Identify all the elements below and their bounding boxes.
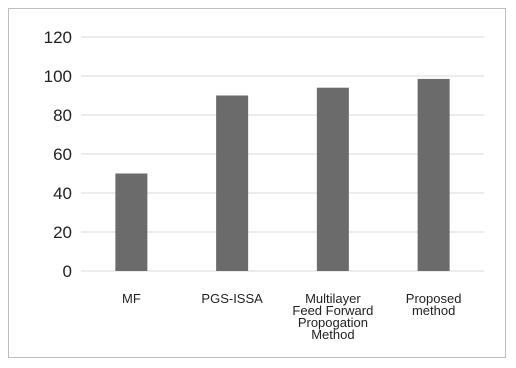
bar-0 (115, 173, 148, 271)
bar-chart: 0 20 40 60 80 100 120 MF PGS-ISSA Multilayer Feed… (44, 28, 484, 342)
x-axis-labels: MF PGS-ISSA Multilayer Feed Forward Propogat… (122, 291, 461, 342)
y-tick-label: 60 (53, 145, 72, 164)
x-category-label: Multilayer Feed Forward Propogation Method (292, 291, 373, 342)
grid-lines (81, 36, 484, 272)
y-tick-label: 120 (44, 28, 72, 47)
y-tick-label: 0 (63, 262, 72, 281)
x-category-label: PGS-ISSA (201, 291, 263, 306)
x-category-label: MF (122, 291, 141, 306)
bar-2 (316, 87, 349, 271)
chart-frame: 0 20 40 60 80 100 120 MF PGS-ISSA Multilayer Feed… (8, 8, 506, 358)
y-axis-ticks: 0 20 40 60 80 100 120 (44, 28, 72, 281)
bars (115, 78, 450, 271)
bar-1 (216, 95, 249, 271)
y-tick-label: 100 (44, 67, 72, 86)
y-tick-label: 80 (53, 106, 72, 125)
y-tick-label: 20 (53, 223, 72, 242)
bar-3 (417, 78, 450, 271)
y-tick-label: 40 (53, 184, 72, 203)
x-category-label: Proposed method (406, 291, 462, 318)
